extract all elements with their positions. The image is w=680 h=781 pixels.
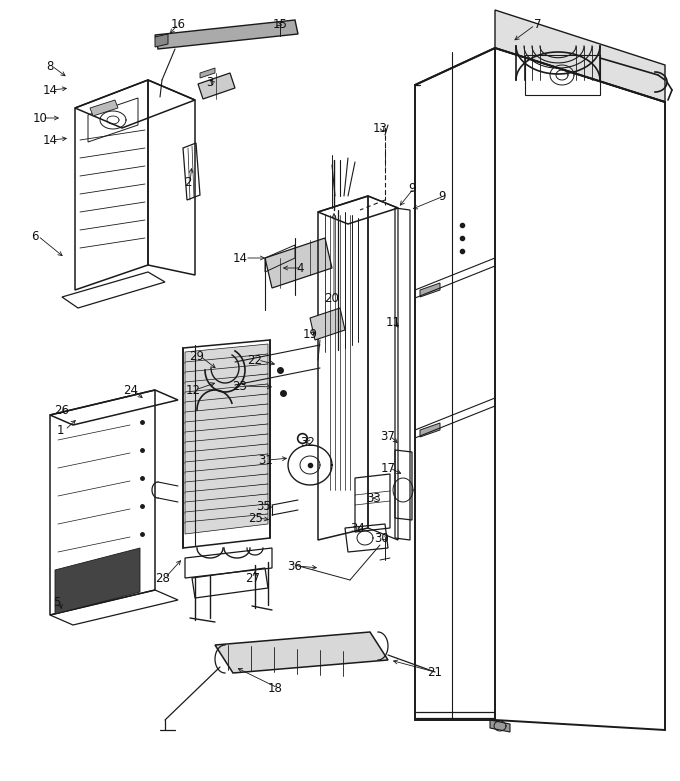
Text: 16: 16 xyxy=(171,17,186,30)
Text: 18: 18 xyxy=(267,682,282,694)
Text: 5: 5 xyxy=(53,595,61,608)
Polygon shape xyxy=(185,354,268,374)
Polygon shape xyxy=(185,424,268,444)
Text: 3: 3 xyxy=(206,76,214,88)
Text: 25: 25 xyxy=(249,512,263,525)
Polygon shape xyxy=(185,414,268,434)
Text: 35: 35 xyxy=(256,500,271,512)
Polygon shape xyxy=(155,34,168,47)
Polygon shape xyxy=(185,394,268,414)
Polygon shape xyxy=(185,494,268,514)
Text: 32: 32 xyxy=(301,436,316,448)
Polygon shape xyxy=(420,423,440,437)
Text: 26: 26 xyxy=(54,404,69,416)
Text: 14: 14 xyxy=(233,251,248,265)
Polygon shape xyxy=(185,504,268,524)
Polygon shape xyxy=(185,404,268,424)
Polygon shape xyxy=(185,454,268,474)
Polygon shape xyxy=(155,20,298,49)
Polygon shape xyxy=(495,10,665,102)
Text: 19: 19 xyxy=(303,327,318,341)
Polygon shape xyxy=(185,444,268,464)
Polygon shape xyxy=(215,632,388,673)
Text: 28: 28 xyxy=(156,572,171,584)
Text: 31: 31 xyxy=(258,454,273,466)
Text: 22: 22 xyxy=(248,354,262,366)
Polygon shape xyxy=(185,464,268,484)
Text: 2: 2 xyxy=(184,176,192,188)
Text: 1: 1 xyxy=(56,423,64,437)
Text: 27: 27 xyxy=(245,572,260,584)
Text: 21: 21 xyxy=(428,665,443,679)
Polygon shape xyxy=(198,73,235,99)
Text: 20: 20 xyxy=(324,291,339,305)
Polygon shape xyxy=(490,720,510,732)
Polygon shape xyxy=(185,384,268,404)
Text: 33: 33 xyxy=(367,491,381,505)
Text: 29: 29 xyxy=(190,350,205,362)
Polygon shape xyxy=(185,474,268,494)
Polygon shape xyxy=(265,238,332,288)
Text: 14: 14 xyxy=(42,84,58,97)
Text: 15: 15 xyxy=(273,17,288,30)
Text: 10: 10 xyxy=(33,112,48,124)
Text: 24: 24 xyxy=(124,383,139,397)
Polygon shape xyxy=(185,364,268,384)
Polygon shape xyxy=(185,484,268,504)
Polygon shape xyxy=(55,548,140,614)
Text: 14: 14 xyxy=(42,134,58,147)
Text: 9: 9 xyxy=(438,190,446,202)
Text: 6: 6 xyxy=(31,230,39,242)
Text: 23: 23 xyxy=(233,380,248,393)
Polygon shape xyxy=(90,100,118,116)
Polygon shape xyxy=(200,68,215,78)
Text: 30: 30 xyxy=(375,532,390,544)
Text: 8: 8 xyxy=(46,59,54,73)
Text: 37: 37 xyxy=(381,430,396,443)
Text: 17: 17 xyxy=(381,462,396,475)
Text: 9: 9 xyxy=(408,181,415,194)
Text: 36: 36 xyxy=(288,559,303,572)
Text: 11: 11 xyxy=(386,316,401,330)
Text: 4: 4 xyxy=(296,262,304,274)
Polygon shape xyxy=(420,283,440,297)
Polygon shape xyxy=(185,514,268,534)
Text: 13: 13 xyxy=(373,122,388,134)
Polygon shape xyxy=(185,434,268,454)
Text: 7: 7 xyxy=(534,19,542,31)
Polygon shape xyxy=(310,308,345,340)
Polygon shape xyxy=(185,374,268,394)
Text: 34: 34 xyxy=(351,522,365,534)
Polygon shape xyxy=(185,344,268,364)
Text: 12: 12 xyxy=(186,383,201,397)
